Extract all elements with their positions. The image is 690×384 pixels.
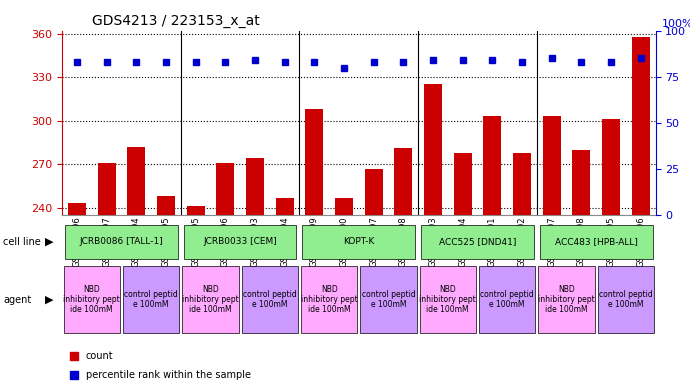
FancyBboxPatch shape xyxy=(479,266,535,333)
FancyBboxPatch shape xyxy=(598,266,654,333)
Text: NBD
inhibitory pept
ide 100mM: NBD inhibitory pept ide 100mM xyxy=(301,285,357,314)
FancyBboxPatch shape xyxy=(421,225,534,259)
Bar xyxy=(513,152,531,215)
Text: 100%: 100% xyxy=(662,19,690,29)
Text: ACC525 [DND41]: ACC525 [DND41] xyxy=(439,237,516,247)
Text: control peptid
e 100mM: control peptid e 100mM xyxy=(243,290,297,309)
Bar xyxy=(187,206,204,215)
Bar xyxy=(246,159,264,215)
Text: percentile rank within the sample: percentile rank within the sample xyxy=(86,370,251,380)
Text: JCRB0086 [TALL-1]: JCRB0086 [TALL-1] xyxy=(79,237,164,247)
FancyBboxPatch shape xyxy=(538,266,595,333)
Text: GDS4213 / 223153_x_at: GDS4213 / 223153_x_at xyxy=(92,14,259,28)
Bar xyxy=(128,147,145,215)
Bar xyxy=(157,196,175,215)
FancyBboxPatch shape xyxy=(184,225,297,259)
FancyBboxPatch shape xyxy=(301,266,357,333)
FancyBboxPatch shape xyxy=(360,266,417,333)
Text: control peptid
e 100mM: control peptid e 100mM xyxy=(480,290,534,309)
Bar xyxy=(484,116,501,215)
Text: NBD
inhibitory pept
ide 100mM: NBD inhibitory pept ide 100mM xyxy=(538,285,595,314)
Text: NBD
inhibitory pept
ide 100mM: NBD inhibitory pept ide 100mM xyxy=(420,285,476,314)
Bar xyxy=(68,204,86,215)
FancyBboxPatch shape xyxy=(63,266,120,333)
Bar xyxy=(306,109,323,215)
FancyBboxPatch shape xyxy=(65,225,178,259)
Bar xyxy=(632,36,649,215)
Text: JCRB0033 [CEM]: JCRB0033 [CEM] xyxy=(204,237,277,247)
Text: ▶: ▶ xyxy=(45,237,53,247)
Bar xyxy=(454,152,471,215)
FancyBboxPatch shape xyxy=(241,266,298,333)
Text: cell line: cell line xyxy=(3,237,41,247)
Text: control peptid
e 100mM: control peptid e 100mM xyxy=(362,290,415,309)
Text: NBD
inhibitory pept
ide 100mM: NBD inhibitory pept ide 100mM xyxy=(182,285,239,314)
Text: control peptid
e 100mM: control peptid e 100mM xyxy=(599,290,653,309)
FancyBboxPatch shape xyxy=(420,266,476,333)
Bar xyxy=(276,198,293,215)
Bar xyxy=(602,119,620,215)
FancyBboxPatch shape xyxy=(123,266,179,333)
Bar xyxy=(98,163,115,215)
Text: count: count xyxy=(86,351,113,361)
Text: NBD
inhibitory pept
ide 100mM: NBD inhibitory pept ide 100mM xyxy=(63,285,120,314)
Text: control peptid
e 100mM: control peptid e 100mM xyxy=(124,290,178,309)
Text: agent: agent xyxy=(3,295,32,305)
Bar xyxy=(424,84,442,215)
Bar xyxy=(573,150,590,215)
FancyBboxPatch shape xyxy=(302,225,415,259)
Text: ACC483 [HPB-ALL]: ACC483 [HPB-ALL] xyxy=(555,237,638,247)
FancyBboxPatch shape xyxy=(540,225,653,259)
Bar xyxy=(543,116,560,215)
Text: KOPT-K: KOPT-K xyxy=(343,237,375,247)
Bar xyxy=(335,198,353,215)
Bar xyxy=(365,169,382,215)
Text: ▶: ▶ xyxy=(45,295,53,305)
Bar xyxy=(395,148,412,215)
FancyBboxPatch shape xyxy=(182,266,239,333)
Bar xyxy=(217,163,234,215)
